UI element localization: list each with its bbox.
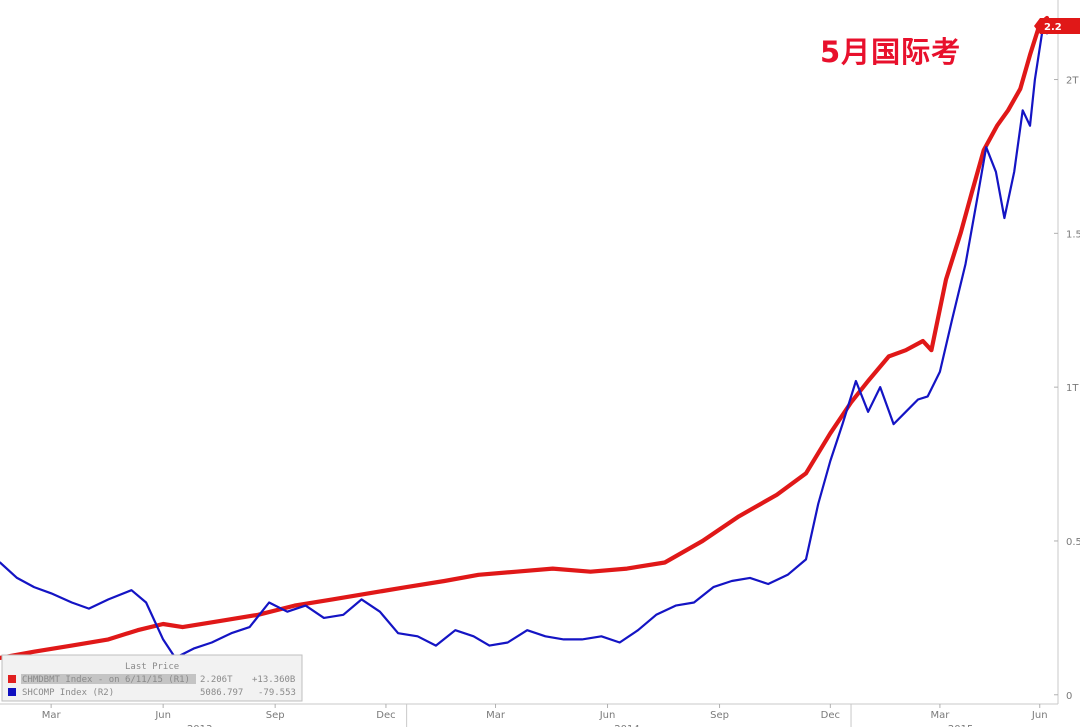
last-value-badge-shape [1034,18,1080,34]
legend-entry-value: 2.206T [200,675,233,685]
legend-swatch-red [8,675,16,683]
legend-entry-change: -79.553 [258,688,296,698]
last-value-badge: 2.2 [1034,18,1080,34]
x-tick-label: Mar [42,710,62,721]
x-tick-label: Jun [599,710,616,721]
y-tick-label: 1.5 [1066,229,1080,240]
legend-highlight [21,674,196,684]
legend-box: Last Price CHMDBMT Index - on 6/11/15 (R… [1,654,303,702]
y-tick-label: 0.5 [1066,537,1080,548]
series-layer [0,15,1050,660]
legend-entry-value: 5086.797 [200,688,243,698]
overlay-title: 5月国际考 [820,35,961,69]
y-tick-label: 1T [1066,383,1079,394]
x-year-label: 2014 [614,724,639,727]
x-tick-label: Sep [266,710,285,721]
y-tick-label: 2T [1066,76,1079,87]
legend-swatch-blue [8,688,16,696]
x-year-label: 2015 [948,724,973,727]
x-tick-label: Dec [376,710,395,721]
x-tick-label: Jun [1031,710,1048,721]
legend-entry-label: SHCOMP Index (R2) [22,688,114,698]
legend-header: Last Price [125,662,179,672]
series-line-shcomp [0,23,1049,659]
x-year-label: 2013 [187,724,212,727]
series-line-chmdbmt [0,15,1050,660]
x-tick-label: Dec [821,710,840,721]
x-tick-label: Sep [710,710,729,721]
x-tick-label: Mar [930,710,950,721]
legend-entry-change: +13.360B [252,675,295,685]
legend-entry-label: CHMDBMT Index - on 6/11/15 (R1) [22,675,190,685]
y-tick-label: 0 [1066,691,1072,702]
x-tick-label: Jun [154,710,171,721]
x-tick-label: Mar [486,710,506,721]
last-value-badge-text: 2.2 [1044,22,1062,33]
